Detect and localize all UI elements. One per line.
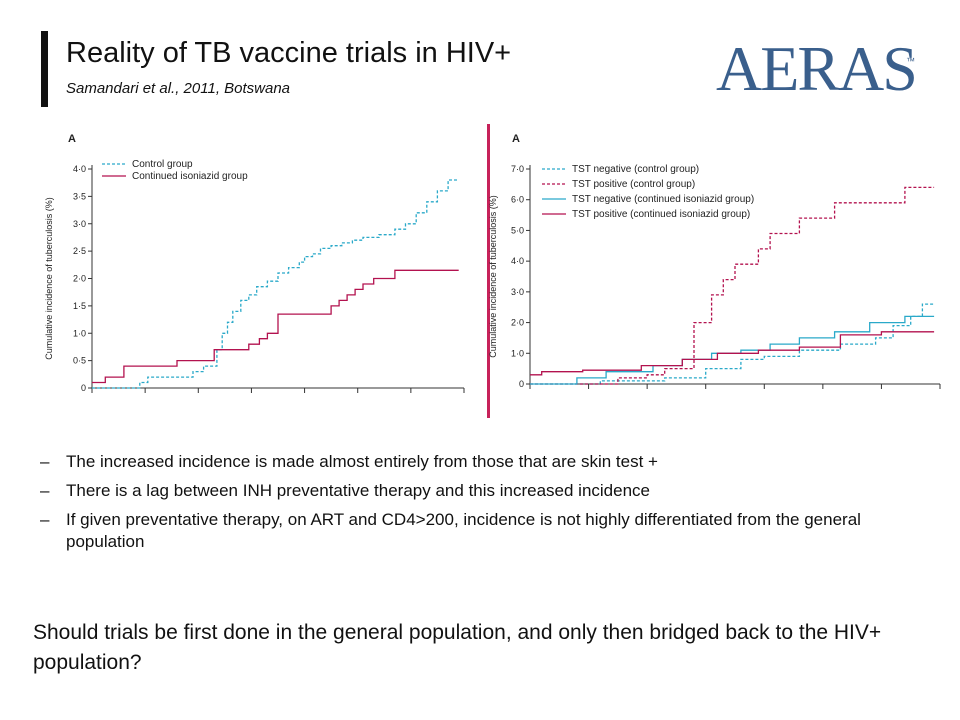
y-tick-label: 3·0 <box>73 219 86 229</box>
legend-label: Control group <box>132 159 193 170</box>
series-line <box>530 331 935 376</box>
y-tick-label: 3·0 <box>511 287 524 297</box>
legend-label: TST negative (control group) <box>572 164 699 175</box>
series-line <box>530 303 935 385</box>
slide-title: Reality of TB vaccine trials in HIV+ <box>66 37 512 69</box>
series-line <box>92 179 459 389</box>
y-tick-label: 1·0 <box>73 328 86 338</box>
legend-label: TST positive (continued isoniazid group) <box>572 209 750 220</box>
series-line <box>530 186 935 385</box>
logo-wordmark: AERAS <box>716 33 916 104</box>
y-tick-label: 0·5 <box>73 356 86 366</box>
y-axis-label: Cumulative incidence of tuberculosis (%) <box>488 195 498 358</box>
y-tick-label: 4·0 <box>511 256 524 266</box>
slide-subtitle: Samandari et al., 2011, Botswana <box>66 80 291 97</box>
bullet-text: There is a lag between INH preventative … <box>66 481 651 500</box>
y-tick-label: 2·5 <box>73 246 86 256</box>
bullet-item: – There is a lag between INH preventative… <box>40 480 920 502</box>
y-axis-label: Cumulative incidence of tuberculosis (%) <box>44 197 54 360</box>
y-tick-label: 6·0 <box>511 195 524 205</box>
y-tick-label: 0 <box>81 383 86 393</box>
bullet-list: – The increased incidence is made almost … <box>40 451 920 560</box>
closing-question: Should trials be first done in the gener… <box>33 621 882 674</box>
bullet-marker: – <box>40 481 50 500</box>
chart-right: A 0 1·0 2·0 3·0 4·0 5·0 6·0 7·0 Cumulative incide… <box>488 133 941 389</box>
aeras-logo: AERAS ™ <box>716 33 918 104</box>
bullet-text: If given preventative therapy, on ART an… <box>66 510 861 551</box>
legend-label: Continued isoniazid group <box>132 171 248 182</box>
y-tick-label: 1·0 <box>511 348 524 358</box>
y-tick-label: 3·5 <box>73 191 86 201</box>
title-accent-bar <box>41 31 48 107</box>
series-line <box>92 269 459 384</box>
series-line <box>530 315 935 385</box>
bullet-text: The increased incidence is made almost e… <box>66 452 658 471</box>
y-tick-label: 1·5 <box>73 301 86 311</box>
y-tick-label: 7·0 <box>511 164 524 174</box>
y-tick-label: 2·0 <box>73 274 86 284</box>
y-tick-label: 4·0 <box>73 164 86 174</box>
y-tick-label: 5·0 <box>511 225 524 235</box>
y-tick-label: 2·0 <box>511 318 524 328</box>
bullet-item: – The increased incidence is made almost … <box>40 451 920 473</box>
legend-label: TST negative (continued isoniazid group) <box>572 194 754 205</box>
chart-left: A 0 0·5 1·0 1·5 2·0 2·5 3·0 3·5 4·0 Cumulative inc… <box>44 133 465 393</box>
chart-divider <box>487 124 490 418</box>
logo-trademark: ™ <box>906 56 915 66</box>
bullet-item: – If given preventative therapy, on ART a… <box>40 509 920 553</box>
bullet-marker: – <box>40 510 50 529</box>
bullet-marker: – <box>40 452 50 471</box>
panel-label: A <box>512 133 520 145</box>
y-tick-label: 0 <box>519 379 524 389</box>
legend-label: TST positive (control group) <box>572 179 695 190</box>
panel-label: A <box>68 133 76 145</box>
